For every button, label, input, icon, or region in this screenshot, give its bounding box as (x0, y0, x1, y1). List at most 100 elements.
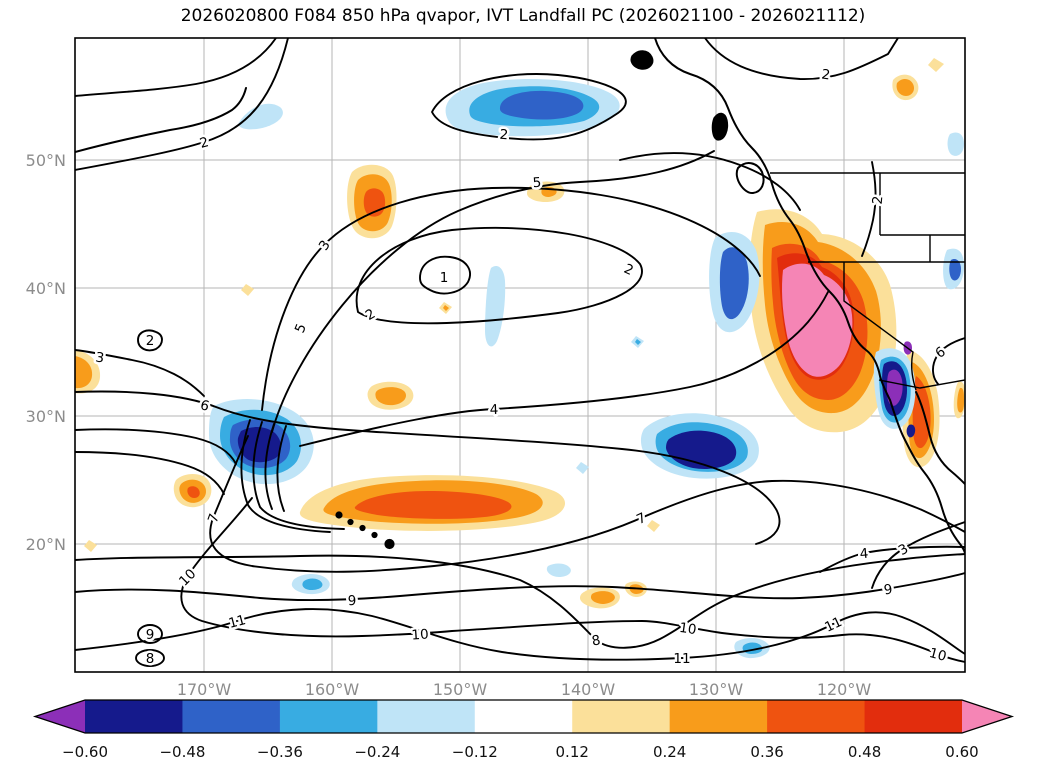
colorbar-tick-label: 0.48 (848, 743, 881, 761)
colorbar-tick-label: 0.12 (556, 743, 589, 761)
coastline (75, 87, 247, 153)
contour-line (75, 608, 965, 661)
colorbar-tick-label: −0.12 (452, 743, 498, 761)
shading-region-pos_orange (957, 387, 964, 413)
colorbar-tick-label: −0.60 (62, 743, 108, 761)
colorbar-tick-label: 0.36 (750, 743, 783, 761)
contour-line (355, 226, 643, 325)
contour-line (276, 425, 287, 512)
island (384, 538, 395, 550)
contour-line (75, 553, 965, 649)
shading-region-pos_red (187, 486, 200, 498)
contour-label: 10 (927, 645, 948, 665)
colorbar-segment (377, 700, 476, 733)
contour-lines (75, 38, 965, 667)
contour-line (135, 649, 165, 667)
contour-label: 6 (199, 397, 211, 415)
coastline (915, 391, 965, 485)
latitude-ticks: 50°N 40°N 30°N 20°N (26, 151, 66, 554)
colorbar-segment (669, 700, 768, 733)
shading-region-pos_orange (75, 356, 93, 389)
shading-region-pos_orange (375, 387, 406, 406)
shading-region-pos_pink (782, 263, 853, 377)
state-border (843, 262, 917, 391)
contour-label: 11 (227, 612, 248, 632)
shading-region-neg_cyan (302, 578, 323, 590)
contour-label: 2 (870, 195, 887, 205)
contour-line (932, 337, 965, 385)
colorbar-tick-label: −0.36 (257, 743, 303, 761)
colorbar-tick-label: −0.48 (159, 743, 205, 761)
lon-tick-label: 120°W (817, 680, 872, 699)
contour-label: 10 (176, 566, 199, 589)
lat-tick-label: 40°N (26, 279, 66, 298)
island (359, 524, 366, 532)
shading-region-neg_navy (906, 424, 916, 438)
lat-tick-label: 30°N (26, 407, 66, 426)
shading-region-pos_orange (443, 305, 449, 311)
contour-label: 1 (440, 270, 449, 286)
island (371, 531, 378, 539)
contour-label: 9 (146, 627, 155, 643)
island (347, 518, 354, 526)
shading-region-pos_gold (928, 58, 944, 72)
colorbar-tick-label: 0.60 (945, 743, 978, 761)
coastlines (75, 38, 965, 555)
coastline (735, 162, 765, 194)
colorbar-tick-label: 0.24 (653, 743, 686, 761)
colorbar: −0.60 −0.48 −0.36 −0.24 −0.12 0.12 0.24 0.36 0.4… (32, 699, 1015, 761)
colorbar-segment (182, 700, 281, 733)
contour-label: 2 (146, 333, 155, 349)
shading-region-neg_pale (238, 103, 283, 130)
contour-label: 10 (678, 620, 697, 638)
state-border (878, 379, 965, 389)
shading-region-pos_gold (647, 520, 660, 532)
shading-region-pos_red (354, 491, 512, 519)
contour-line (75, 349, 205, 397)
lat-tick-label: 20°N (26, 535, 66, 554)
contour-label: 2 (820, 66, 831, 83)
lat-tick-label: 50°N (26, 151, 66, 170)
contour-line (75, 428, 237, 465)
contour-line (819, 545, 965, 573)
shading-region-neg_cyan (635, 339, 641, 345)
shaded-anomalies (75, 58, 965, 659)
lon-tick-label: 170°W (177, 680, 232, 699)
lon-tick-label: 130°W (689, 680, 744, 699)
contour-label: 9 (883, 581, 894, 598)
colorbar-segment (279, 700, 378, 733)
contour-line (264, 423, 275, 510)
contour-line (261, 186, 761, 411)
island (711, 112, 729, 141)
colorbar-segment (474, 700, 573, 733)
colorbar-tick-label: −0.24 (354, 743, 400, 761)
colorbar-segment (767, 700, 866, 733)
shading-region-neg_pale (576, 462, 589, 474)
contour-line (180, 497, 965, 663)
colorbar-segment (864, 700, 963, 733)
map-frame (74, 37, 966, 673)
contour-label: 2 (499, 127, 509, 144)
shading-region-neg_purple (887, 369, 903, 406)
colorbar-under-arrow (35, 700, 85, 733)
contour-label: 4 (489, 402, 498, 418)
shading-region-pos_orange (590, 591, 615, 604)
contour-line (619, 152, 801, 211)
contour-label: 2 (621, 261, 636, 279)
contour-line (75, 390, 781, 545)
shading-region-neg_pale (485, 265, 506, 347)
contour-line (252, 421, 345, 530)
contour-label: 2 (198, 134, 210, 152)
contour-line (861, 161, 877, 257)
contour-line (75, 451, 225, 495)
contour-label: 11 (673, 651, 690, 667)
island (630, 50, 654, 70)
colorbar-segment (572, 700, 671, 733)
shading-region-pos_gold (84, 540, 97, 552)
contour-line (75, 38, 277, 97)
shading-region-neg_pale (546, 563, 571, 577)
contour-line (271, 150, 715, 433)
contour-line (299, 291, 829, 447)
lon-tick-label: 150°W (433, 680, 488, 699)
